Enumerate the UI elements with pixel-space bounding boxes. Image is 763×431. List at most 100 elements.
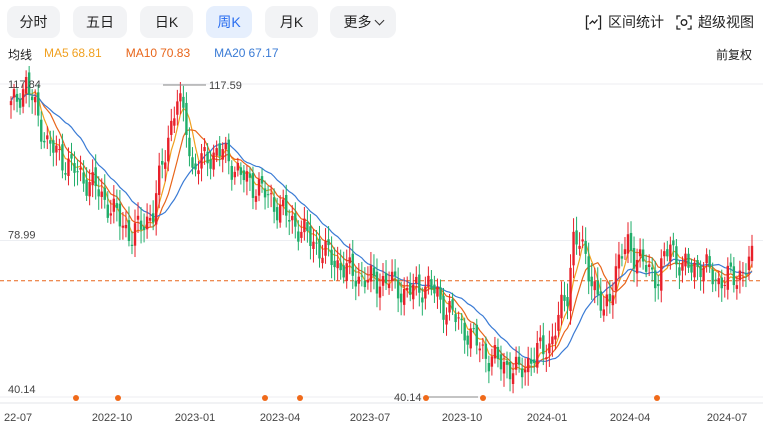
adjust-mode-button[interactable]: 前复权 xyxy=(715,48,752,62)
event-marker xyxy=(297,395,303,401)
tab-weekly-k[interactable]: 周K xyxy=(206,6,252,38)
candle-body xyxy=(415,276,418,284)
candle-body xyxy=(466,335,469,345)
candle-body xyxy=(720,277,723,289)
candle-body xyxy=(372,267,376,277)
candle-body xyxy=(318,238,321,259)
candle-body xyxy=(306,222,309,232)
candle-body xyxy=(206,151,209,164)
candle-body xyxy=(487,363,491,372)
candle-body xyxy=(647,264,651,267)
candle-body xyxy=(312,241,315,249)
candle-body xyxy=(384,272,388,284)
candle-body xyxy=(309,226,312,247)
candle-body xyxy=(315,242,318,244)
candle-body xyxy=(723,284,726,286)
candle-body xyxy=(584,240,587,254)
range-stats-button[interactable]: 区间统计 xyxy=(585,12,664,32)
tab-timeshare[interactable]: 分时 xyxy=(7,6,60,38)
candle-body xyxy=(136,215,140,220)
candle-body xyxy=(539,337,542,342)
candle-body xyxy=(85,179,88,196)
candle-body xyxy=(614,266,618,291)
candle-body xyxy=(239,167,243,175)
max-annotation: 117.59 xyxy=(209,80,242,92)
candle-body xyxy=(12,89,16,98)
candle-body xyxy=(505,360,509,365)
candle-body xyxy=(545,357,548,359)
candle-body xyxy=(170,120,173,135)
candle-body xyxy=(236,162,240,171)
candle-body xyxy=(399,293,403,303)
candle-body xyxy=(433,284,436,294)
candle-body xyxy=(103,187,106,200)
candle-body xyxy=(448,301,451,313)
candle-body xyxy=(557,314,560,331)
candle-body xyxy=(357,276,361,284)
y-label-mid: 78.99 xyxy=(8,230,36,242)
candle-body xyxy=(454,314,457,323)
candle-body xyxy=(327,239,330,246)
candle-body xyxy=(24,76,28,94)
tab-daily-k[interactable]: 日K xyxy=(140,6,193,38)
candle-body xyxy=(620,256,624,259)
x-tick-label: 22-07 xyxy=(4,412,32,424)
candle-body xyxy=(412,284,415,300)
candle-body xyxy=(690,264,693,273)
candle-body xyxy=(551,336,554,345)
candles xyxy=(9,66,754,394)
candle-body xyxy=(333,260,336,268)
candle-body xyxy=(303,218,306,233)
candle-body xyxy=(523,369,527,373)
candle-body xyxy=(593,281,596,291)
candle-body xyxy=(735,285,739,289)
candle-body xyxy=(390,271,394,281)
candle-body xyxy=(650,267,654,270)
event-marker xyxy=(423,395,429,401)
x-tick-label: 2023-10 xyxy=(442,412,482,424)
candle-body xyxy=(602,309,605,316)
candle-body xyxy=(106,204,109,218)
candle-body xyxy=(560,294,563,319)
x-tick-label: 2024-04 xyxy=(610,412,650,424)
tab-five-day[interactable]: 五日 xyxy=(73,6,127,38)
legend-ma10-value: 70.83 xyxy=(160,46,191,60)
candle-body xyxy=(242,170,246,181)
x-tick-label: 2024-07 xyxy=(707,412,747,424)
candle-body xyxy=(445,314,448,325)
candle-body xyxy=(605,294,609,307)
candle-body xyxy=(681,262,684,271)
candle-body xyxy=(185,102,188,135)
candle-body xyxy=(188,137,191,157)
candle-body xyxy=(463,322,466,341)
candle-body xyxy=(451,299,454,310)
super-view-button[interactable]: 超级视图 xyxy=(676,12,754,32)
kline-chart[interactable]: 117.84 78.99 40.14 117.59 40.14 22-07 2022-10 2… xyxy=(0,66,763,431)
tab-monthly-k[interactable]: 月K xyxy=(265,6,318,38)
super-view-label: 超级视图 xyxy=(698,14,754,30)
candle-body xyxy=(363,280,367,288)
candle-body xyxy=(100,191,103,197)
candle-body xyxy=(587,256,590,282)
candle-body xyxy=(275,207,279,221)
candle-body xyxy=(611,295,615,306)
candle-body xyxy=(711,269,714,285)
candle-body xyxy=(705,254,708,264)
candle-body xyxy=(21,89,25,107)
candle-body xyxy=(714,279,717,281)
candle-body xyxy=(321,257,324,264)
candle-body xyxy=(200,153,203,169)
candle-body xyxy=(381,275,385,286)
candle-body xyxy=(43,140,46,143)
candle-body xyxy=(669,244,672,261)
candle-body xyxy=(27,72,31,95)
candle-body xyxy=(145,216,149,230)
candle-body xyxy=(203,147,206,152)
candle-body xyxy=(278,204,282,223)
candle-body xyxy=(151,213,155,223)
x-tick-label: 2023-01 xyxy=(175,412,215,424)
legend-ma5-label: MA5 xyxy=(44,46,69,60)
candle-body xyxy=(212,152,215,170)
tab-more[interactable]: 更多 xyxy=(330,6,396,38)
candle-body xyxy=(732,266,736,286)
